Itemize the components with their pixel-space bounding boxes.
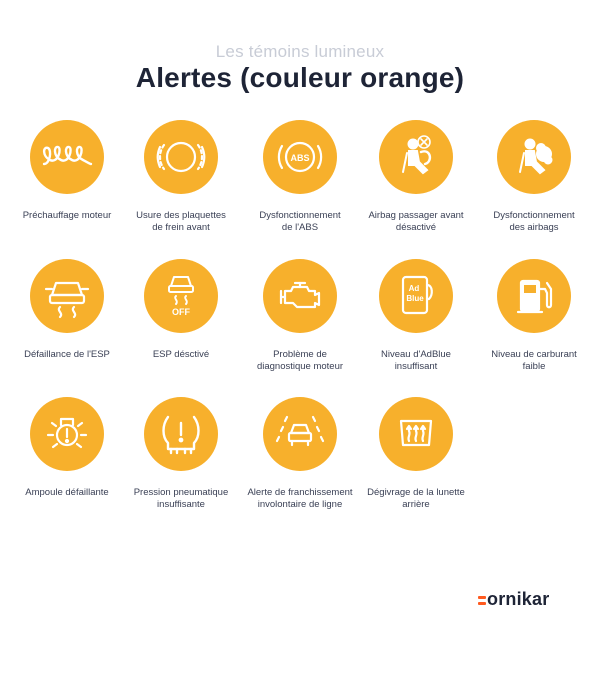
- item-label: Alerte de franchissement involontaire de …: [247, 487, 353, 510]
- item-label: Usure des plaquettes de frein avant: [136, 210, 226, 233]
- item-label: Niveau de carburant faible: [491, 349, 577, 372]
- svg-text:Blue: Blue: [406, 294, 424, 303]
- lane-departure-icon: [263, 397, 337, 471]
- fuel-pump-icon: [497, 259, 571, 333]
- item-label: Airbag passager avant désactivé: [368, 210, 464, 233]
- abs-icon: ABS: [263, 120, 337, 194]
- tire-pressure-icon: [144, 397, 218, 471]
- esp-icon: [30, 259, 104, 333]
- item-label: ESP désctivé: [152, 349, 210, 360]
- logo-mark-bottom: [478, 602, 486, 605]
- item-label: Niveau d'AdBlue insuffisant: [381, 349, 451, 372]
- engine-check-icon: [263, 259, 337, 333]
- svg-text:Ad: Ad: [409, 284, 420, 293]
- item-label: Défaillance de l'ESP: [24, 349, 110, 360]
- item-label: Dégivrage de la lunette arrière: [367, 487, 465, 510]
- adblue-icon: Ad Blue: [379, 259, 453, 333]
- ornikar-logo: ornikar: [478, 589, 578, 612]
- brake-pads-icon: [144, 120, 218, 194]
- svg-text:ABS: ABS: [290, 153, 309, 163]
- item-label: Dysfonctionnement de l'ABS: [259, 210, 341, 233]
- esp-off-icon: OFF: [144, 259, 218, 333]
- item-label: Dysfonctionnement des airbags: [493, 210, 575, 233]
- item-label: Ampoule défaillante: [25, 487, 109, 498]
- passenger-airbag-off-icon: [379, 120, 453, 194]
- logo-text: ornikar: [487, 589, 550, 609]
- svg-text:OFF: OFF: [172, 307, 190, 317]
- airbag-fault-icon: [497, 120, 571, 194]
- item-label: Problème de diagnostique moteur: [256, 349, 344, 372]
- rear-defrost-icon: [379, 397, 453, 471]
- item-label: Pression pneumatique insuffisante: [133, 487, 229, 510]
- page-title: Alertes (couleur orange): [135, 62, 465, 93]
- bulb-fault-icon: [30, 397, 104, 471]
- preheat-coil-icon: [30, 120, 104, 194]
- page-subtitle: Les témoins lumineux: [215, 42, 385, 61]
- item-label: Préchauffage moteur: [22, 210, 112, 221]
- logo-mark-top: [478, 596, 486, 599]
